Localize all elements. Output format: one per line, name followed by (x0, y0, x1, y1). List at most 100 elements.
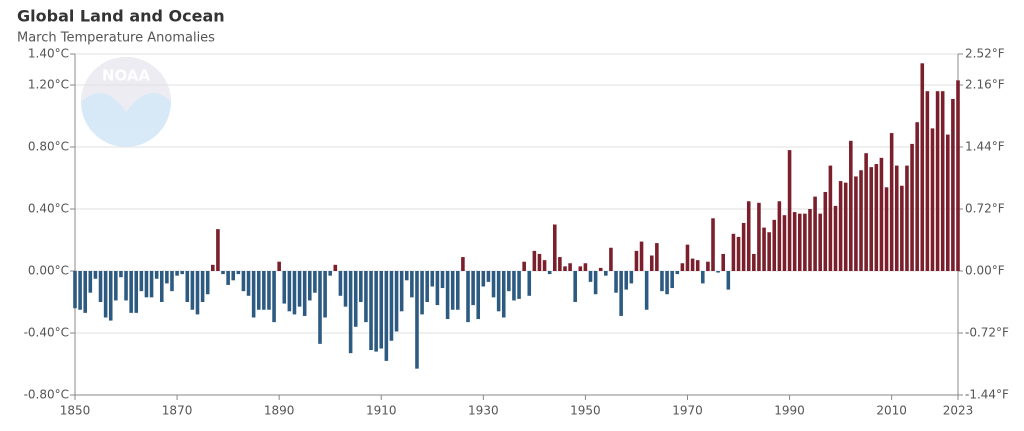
chart-title: Global Land and Ocean (17, 7, 225, 26)
bar (486, 271, 491, 282)
bar (338, 271, 343, 296)
bar (404, 271, 409, 281)
bar (231, 271, 236, 281)
bar (119, 271, 123, 278)
y-tick-label: 0.40°C (28, 202, 69, 216)
bar (159, 271, 164, 302)
bar (267, 271, 271, 310)
bar (517, 271, 521, 299)
y2-tick-label: 0.72°F (965, 202, 1005, 216)
bar (415, 271, 419, 369)
bar (154, 271, 159, 279)
logo: NOAA (81, 57, 171, 147)
bar (701, 271, 705, 284)
bar (797, 213, 802, 271)
bar (905, 165, 909, 271)
bar (838, 181, 843, 271)
bar (93, 271, 98, 279)
bar (129, 271, 133, 313)
bar (757, 202, 761, 271)
bar (655, 243, 659, 271)
bar (598, 267, 603, 271)
bar (787, 150, 792, 271)
bar (634, 250, 639, 271)
bar (165, 271, 169, 284)
bar (864, 153, 868, 271)
bar (910, 143, 914, 271)
bar (491, 271, 496, 298)
bar (236, 271, 241, 275)
x-tick-label: 1930 (468, 404, 499, 418)
bar (292, 271, 297, 315)
bar (226, 271, 230, 285)
bar (103, 271, 108, 318)
bar (568, 263, 572, 271)
bar (670, 271, 674, 289)
bar (241, 271, 246, 292)
bar (527, 271, 532, 296)
bar (450, 271, 455, 310)
bar (685, 244, 690, 271)
bar (435, 271, 440, 306)
bar (813, 196, 817, 271)
bar (808, 209, 812, 271)
x-tick-label: 1970 (672, 404, 703, 418)
bar (522, 261, 526, 271)
bar (394, 271, 399, 332)
x-tick-label: 1990 (774, 404, 805, 418)
bar (900, 185, 904, 271)
bar (752, 253, 756, 271)
bar (83, 271, 87, 313)
x-tick-label: 1950 (570, 404, 601, 418)
bar (777, 201, 782, 271)
bar (593, 271, 598, 295)
bar (507, 271, 511, 292)
bar (512, 271, 516, 301)
y-tick-label: 1.20°C (28, 78, 69, 92)
bar (604, 271, 608, 276)
bar (695, 260, 700, 271)
bar (190, 271, 195, 310)
bar (767, 232, 771, 271)
bar (644, 271, 649, 310)
bar (803, 213, 807, 271)
y-tick-label: 1.40°C (28, 47, 69, 61)
bar (721, 253, 726, 271)
bar (501, 271, 506, 318)
bar (389, 271, 394, 341)
bar (884, 187, 889, 271)
bar (542, 260, 547, 271)
bar (731, 233, 736, 271)
bar (547, 271, 552, 275)
bar (563, 266, 567, 271)
bar (313, 271, 317, 293)
bar (573, 271, 577, 302)
bar (894, 165, 899, 271)
bar (879, 157, 884, 271)
bar (221, 271, 225, 275)
y-tick-label: -0.40°C (24, 326, 69, 340)
bar (869, 167, 874, 271)
bar (114, 271, 118, 301)
x-tick-label: 2023 (943, 404, 974, 418)
bar (660, 271, 664, 292)
bar (124, 271, 128, 301)
x-tick-label: 1870 (162, 404, 193, 418)
bar (762, 227, 766, 271)
bar (874, 164, 879, 271)
bar (369, 271, 373, 351)
bar (940, 91, 945, 271)
y2-tick-label: 1.44°F (965, 140, 1005, 154)
bar (889, 133, 894, 271)
bar (711, 218, 715, 271)
bar (823, 191, 828, 271)
bar (792, 212, 797, 271)
bar (287, 271, 292, 312)
bar (185, 271, 190, 302)
bar (649, 255, 654, 271)
bar (849, 140, 853, 271)
bar (920, 63, 925, 271)
logo-text: NOAA (102, 67, 151, 85)
bar (558, 257, 562, 271)
